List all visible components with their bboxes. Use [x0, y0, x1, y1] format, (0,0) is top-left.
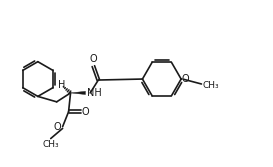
- Text: H: H: [58, 80, 66, 91]
- Text: O: O: [53, 122, 61, 132]
- Polygon shape: [70, 91, 85, 95]
- Text: O: O: [82, 107, 90, 117]
- Text: CH₃: CH₃: [42, 140, 59, 149]
- Text: CH₃: CH₃: [203, 81, 219, 90]
- Text: O: O: [89, 54, 97, 64]
- Text: O: O: [182, 74, 189, 84]
- Text: NH: NH: [87, 88, 102, 98]
